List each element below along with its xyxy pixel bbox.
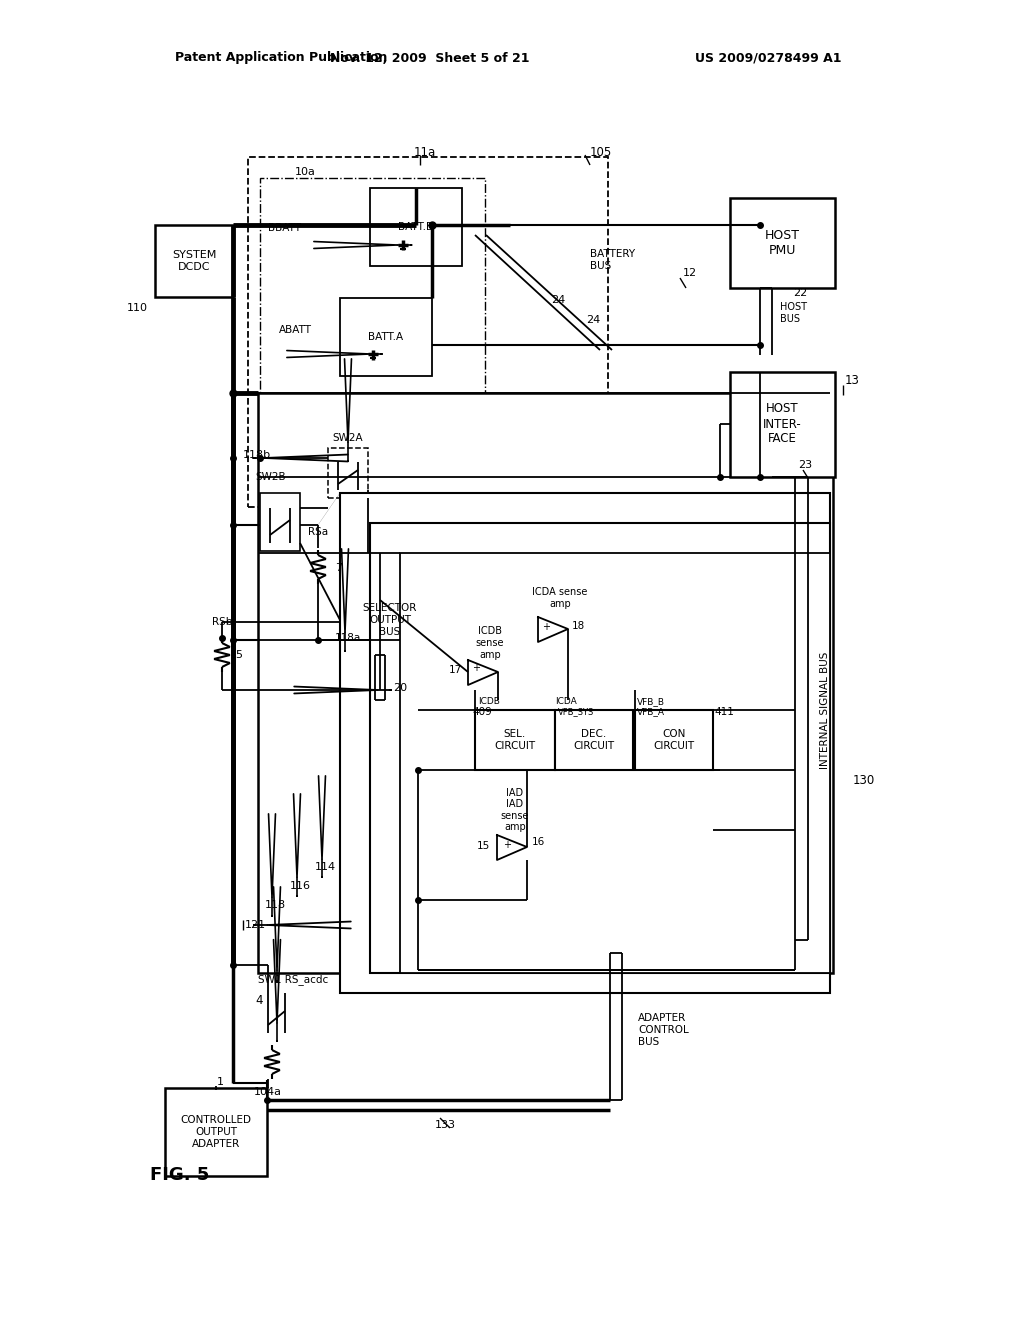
Text: 18: 18 (572, 620, 586, 631)
Text: 17: 17 (449, 665, 462, 675)
Text: CON
CIRCUIT: CON CIRCUIT (653, 729, 694, 751)
Bar (260, 178, 485, 469)
Text: SW2A: SW2A (333, 433, 364, 444)
Text: 22: 22 (793, 288, 807, 298)
Text: +: + (472, 663, 480, 673)
Text: 10a: 10a (295, 168, 315, 177)
Text: 121: 121 (245, 920, 266, 931)
Bar (165, 1088, 267, 1176)
Text: SW2B: SW2B (255, 473, 286, 482)
Text: 118b: 118b (243, 450, 271, 459)
Bar (248, 157, 608, 507)
Text: Patent Application Publication: Patent Application Publication (175, 51, 387, 65)
Text: +: + (542, 622, 550, 632)
Text: ICDB: ICDB (478, 697, 500, 706)
Text: VFB_B: VFB_B (637, 697, 665, 706)
Text: 4: 4 (255, 994, 262, 1006)
Text: 11a: 11a (414, 145, 436, 158)
Text: BATT.A: BATT.A (369, 333, 403, 342)
Text: VFB_SYS: VFB_SYS (558, 708, 594, 717)
Text: BATTERY
BUS: BATTERY BUS (590, 249, 635, 271)
Text: HOST
PMU: HOST PMU (765, 228, 800, 257)
Text: ADAPTER
CONTROL
BUS: ADAPTER CONTROL BUS (638, 1014, 689, 1047)
Text: 409: 409 (472, 708, 492, 717)
Text: 133: 133 (434, 1119, 456, 1130)
Bar (258, 393, 833, 973)
Text: 118a: 118a (335, 634, 361, 643)
Text: 7: 7 (335, 564, 342, 573)
Text: 20: 20 (393, 682, 408, 693)
Text: Nov. 12, 2009  Sheet 5 of 21: Nov. 12, 2009 Sheet 5 of 21 (331, 51, 529, 65)
Text: INTERNAL SIGNAL BUS: INTERNAL SIGNAL BUS (820, 651, 830, 768)
Bar (730, 372, 835, 477)
Text: BBATT: BBATT (268, 223, 301, 234)
Text: VFB_A: VFB_A (637, 708, 665, 717)
Text: 23: 23 (798, 459, 812, 470)
Text: IAD
IAD
sense
amp: IAD IAD sense amp (501, 788, 529, 833)
Text: ICDA sense
amp: ICDA sense amp (532, 587, 588, 609)
Bar (370, 523, 830, 973)
Text: BATT.B: BATT.B (398, 222, 433, 232)
Text: 12: 12 (683, 268, 697, 279)
Text: ICDB
sense
amp: ICDB sense amp (476, 627, 504, 660)
Text: 411: 411 (714, 708, 734, 717)
Text: SELECTOR
OUTPUT
BUS: SELECTOR OUTPUT BUS (362, 603, 417, 636)
Bar (155, 224, 233, 297)
Bar (400, 553, 830, 973)
Bar (475, 710, 555, 770)
Text: 24: 24 (551, 294, 565, 305)
Bar (370, 187, 462, 267)
Text: 130: 130 (853, 774, 876, 787)
Bar (730, 198, 835, 288)
Text: DEC.
CIRCUIT: DEC. CIRCUIT (573, 729, 614, 751)
Text: RSb: RSb (212, 616, 232, 627)
Text: 16: 16 (532, 837, 545, 847)
Text: SEL.
CIRCUIT: SEL. CIRCUIT (495, 729, 536, 751)
Text: CONTROLLED
OUTPUT
ADAPTER: CONTROLLED OUTPUT ADAPTER (180, 1115, 252, 1148)
Text: RSa: RSa (308, 527, 328, 537)
Text: +: + (503, 840, 511, 850)
Text: US 2009/0278499 A1: US 2009/0278499 A1 (695, 51, 842, 65)
Text: ABATT: ABATT (279, 325, 311, 335)
Bar (340, 492, 830, 993)
Text: 24: 24 (586, 315, 600, 325)
Text: 118: 118 (265, 900, 286, 909)
Bar (635, 710, 713, 770)
Bar (260, 492, 300, 550)
Bar (328, 447, 368, 498)
Text: 1: 1 (216, 1077, 223, 1086)
Text: 5: 5 (234, 649, 242, 660)
Text: 15: 15 (477, 841, 490, 851)
Text: SW1 RS_acdc: SW1 RS_acdc (258, 974, 329, 986)
Text: 116: 116 (290, 880, 311, 891)
Text: HOST
BUS: HOST BUS (780, 302, 807, 323)
Text: SYSTEM
DCDC: SYSTEM DCDC (172, 251, 216, 272)
Text: 13: 13 (845, 374, 860, 387)
Text: HOST
INTER-
FACE: HOST INTER- FACE (763, 403, 802, 446)
Text: 105: 105 (590, 145, 612, 158)
Bar (555, 710, 633, 770)
Bar (340, 298, 432, 376)
Text: 110: 110 (127, 304, 148, 313)
Text: ICDA: ICDA (555, 697, 577, 706)
Text: 114: 114 (315, 862, 336, 873)
Text: FIG. 5: FIG. 5 (150, 1166, 209, 1184)
Text: 104a: 104a (254, 1086, 282, 1097)
